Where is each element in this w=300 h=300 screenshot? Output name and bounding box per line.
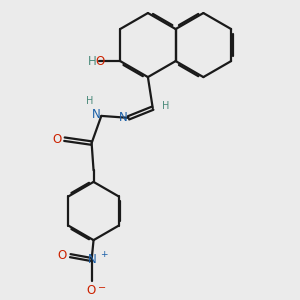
Text: O: O <box>86 284 95 297</box>
Text: O: O <box>57 249 66 262</box>
Text: O: O <box>52 133 62 146</box>
Text: N: N <box>92 108 100 122</box>
Text: −: − <box>98 283 106 293</box>
Text: +: + <box>100 250 108 259</box>
Text: N: N <box>88 253 97 266</box>
Text: H: H <box>86 96 93 106</box>
Text: N: N <box>119 111 128 124</box>
Text: O: O <box>95 55 105 68</box>
Text: H: H <box>163 101 170 111</box>
Text: H: H <box>88 55 97 68</box>
